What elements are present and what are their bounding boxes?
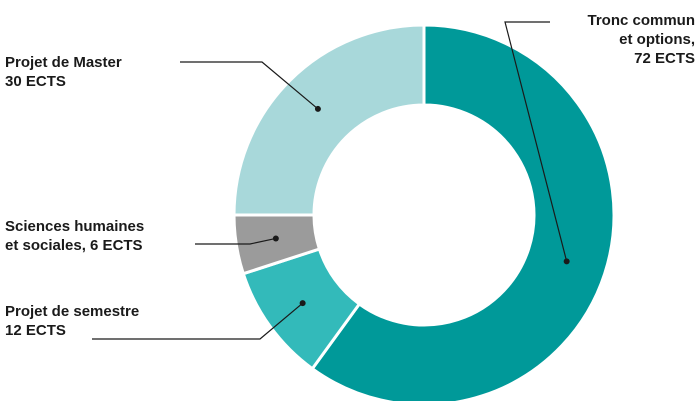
leader-line-tronc bbox=[504, 21, 568, 262]
slice-label-shs-line-2: et sociales, 6 ECTS bbox=[5, 237, 143, 254]
slice-label-master-line-2: 30 ECTS bbox=[5, 73, 66, 90]
slice-label-master-line-1: Projet de Master bbox=[5, 54, 122, 71]
slice-label-tronc: Tronc commun et options, 72 ECTS bbox=[587, 11, 695, 68]
leader-line-shs bbox=[195, 237, 276, 245]
leader-dot-tronc bbox=[563, 258, 570, 265]
slice-master bbox=[232, 23, 426, 217]
slice-label-semestre: Projet de semestre 12 ECTS bbox=[5, 302, 139, 340]
slice-label-semestre-line-1: Projet de semestre bbox=[5, 303, 140, 320]
leader-dot-master bbox=[314, 105, 321, 112]
slice-label-shs-line-1: Sciences humaines bbox=[5, 218, 145, 235]
leader-dot-shs bbox=[272, 235, 279, 242]
leader-line-master bbox=[180, 61, 319, 110]
slice-label-semestre-line-2: 12 ECTS bbox=[5, 322, 66, 339]
slice-label-tronc-line-3: 72 ECTS bbox=[634, 50, 695, 67]
leader-dot-semestre bbox=[299, 300, 306, 307]
slice-label-master: Projet de Master 30 ECTS bbox=[5, 53, 122, 91]
slice-label-tronc-line-2: et options, bbox=[619, 31, 695, 48]
slice-tronc bbox=[310, 23, 616, 401]
slice-label-shs: Sciences humaines et sociales, 6 ECTS bbox=[5, 217, 144, 255]
slice-label-tronc-line-1: Tronc commun bbox=[587, 12, 695, 29]
leader-line-semestre bbox=[92, 302, 304, 340]
